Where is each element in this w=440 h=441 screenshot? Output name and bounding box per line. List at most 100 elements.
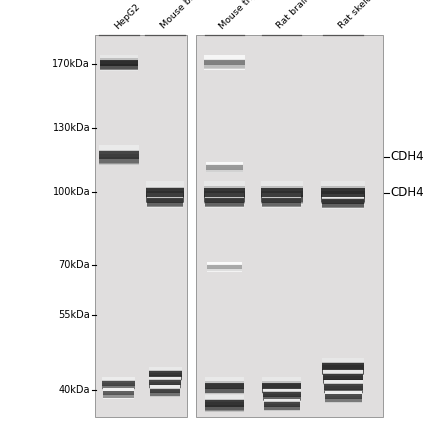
Bar <box>196 35 383 417</box>
Bar <box>205 194 244 202</box>
Bar <box>205 199 244 207</box>
Bar <box>205 381 244 393</box>
Bar <box>203 57 246 67</box>
Text: 170kDa: 170kDa <box>52 59 90 69</box>
Text: 100kDa: 100kDa <box>52 187 90 197</box>
Bar <box>203 182 246 195</box>
Bar <box>103 389 134 392</box>
Bar <box>149 377 181 384</box>
Bar <box>205 402 244 411</box>
Bar <box>103 389 134 396</box>
Bar <box>325 398 362 403</box>
Bar <box>149 378 182 381</box>
Bar <box>325 392 362 398</box>
Bar <box>264 402 300 407</box>
Bar <box>324 381 363 391</box>
Bar <box>103 392 134 395</box>
Text: 40kDa: 40kDa <box>59 385 90 395</box>
Bar <box>203 60 246 65</box>
Bar <box>323 359 364 372</box>
Bar <box>205 195 244 205</box>
Bar <box>263 393 301 401</box>
Bar <box>206 162 243 167</box>
Bar <box>99 149 139 163</box>
Bar <box>150 386 180 390</box>
Bar <box>150 390 180 396</box>
Bar <box>325 396 362 402</box>
Bar <box>207 269 242 272</box>
Bar <box>263 389 301 396</box>
Bar <box>323 206 364 209</box>
Bar <box>262 387 301 394</box>
Bar <box>260 181 303 186</box>
Bar <box>262 197 301 206</box>
Bar <box>323 359 364 366</box>
Bar <box>323 372 364 376</box>
Bar <box>325 394 362 400</box>
Bar <box>323 378 363 385</box>
Text: Rat skeletal muscle: Rat skeletal muscle <box>337 0 409 31</box>
Bar <box>196 35 383 417</box>
Bar <box>262 194 301 199</box>
Bar <box>207 263 242 270</box>
Text: 130kDa: 130kDa <box>52 123 90 133</box>
Bar <box>262 384 301 393</box>
Bar <box>264 399 300 404</box>
Bar <box>321 182 365 191</box>
Bar <box>206 171 243 173</box>
Bar <box>321 190 365 203</box>
Bar <box>205 387 244 394</box>
Bar <box>100 64 138 70</box>
Bar <box>103 396 134 399</box>
Bar <box>263 388 301 393</box>
Bar <box>321 188 365 198</box>
Bar <box>147 198 183 203</box>
Bar <box>103 390 134 397</box>
Bar <box>262 205 301 208</box>
Bar <box>205 391 244 394</box>
Bar <box>149 373 182 380</box>
Bar <box>264 404 300 410</box>
Bar <box>150 392 180 396</box>
Bar <box>103 377 136 380</box>
Bar <box>203 56 246 61</box>
Bar <box>150 388 180 396</box>
Bar <box>203 64 246 69</box>
Bar <box>100 60 138 66</box>
Bar <box>149 375 182 381</box>
Bar <box>324 381 363 386</box>
Text: 55kDa: 55kDa <box>59 310 90 320</box>
Bar <box>321 181 365 186</box>
Bar <box>324 385 363 390</box>
Bar <box>149 368 182 375</box>
Bar <box>149 378 181 386</box>
Bar <box>149 381 181 388</box>
Text: Mouse brain: Mouse brain <box>159 0 206 31</box>
Bar <box>147 188 184 197</box>
Bar <box>262 377 301 381</box>
Bar <box>150 394 180 397</box>
Bar <box>205 379 244 391</box>
Bar <box>325 392 362 400</box>
Bar <box>147 194 184 203</box>
Bar <box>99 161 139 165</box>
Bar <box>103 381 136 386</box>
Bar <box>262 198 301 203</box>
Bar <box>100 55 138 61</box>
Bar <box>205 405 244 411</box>
Bar <box>323 375 363 384</box>
Bar <box>207 268 242 272</box>
Bar <box>203 181 246 186</box>
Bar <box>260 186 303 202</box>
Bar <box>263 399 301 402</box>
Bar <box>203 183 246 200</box>
Bar <box>323 362 364 374</box>
Bar <box>149 384 181 389</box>
Bar <box>323 370 363 376</box>
Bar <box>147 182 184 191</box>
Bar <box>207 265 242 269</box>
Bar <box>205 400 244 407</box>
Bar <box>203 59 246 68</box>
Bar <box>99 157 139 164</box>
Bar <box>147 183 184 199</box>
